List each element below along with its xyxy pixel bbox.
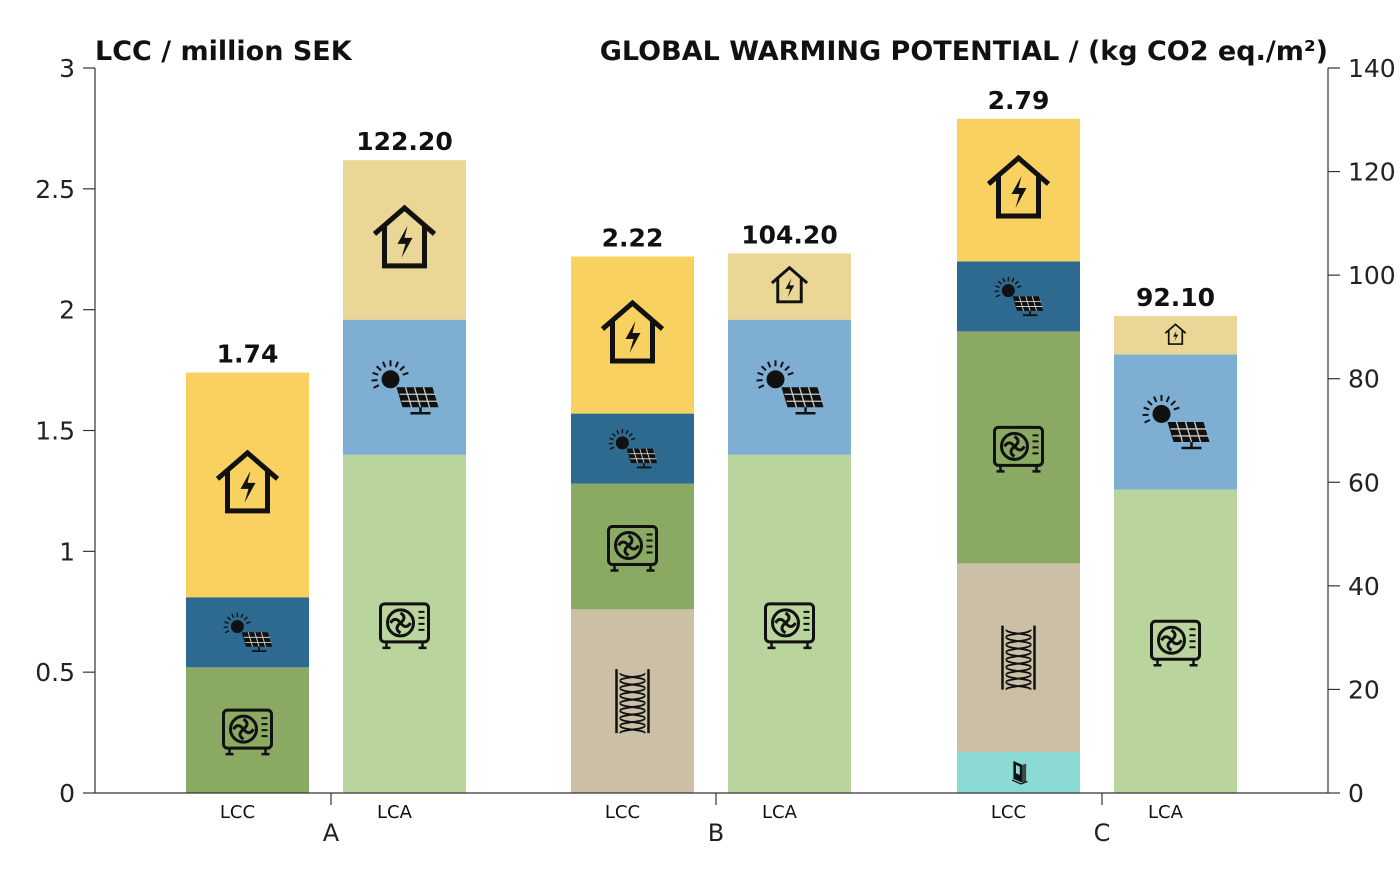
group-label: C	[1094, 819, 1111, 847]
right-tick-label: 120	[1348, 158, 1396, 187]
bar-type-label: LCC	[220, 802, 255, 823]
insulation-icon	[615, 669, 650, 735]
heat-pump-icon	[222, 708, 273, 756]
left-tick-label: 0	[59, 779, 75, 808]
solar-panel-icon	[756, 360, 824, 415]
window-icon	[1011, 760, 1028, 785]
right-tick-label: 20	[1348, 675, 1380, 704]
bar-total-label: 122.20	[356, 127, 452, 156]
group-label: B	[708, 819, 724, 847]
solar-panel-icon	[371, 360, 439, 415]
solar-panel-icon	[994, 276, 1044, 317]
group-label: A	[323, 819, 340, 847]
bar-c-lca: 92.10 LCA	[1114, 283, 1237, 823]
right-tick-label: 60	[1348, 468, 1380, 497]
bar-c-lcc: 2.79 LCC	[957, 86, 1080, 823]
bar-segment-heat-pump	[1114, 489, 1237, 793]
bar-total-label: 2.22	[602, 224, 664, 253]
bar-segment-pv	[728, 319, 851, 455]
solar-panel-icon	[608, 429, 658, 469]
bar-total-label: 2.79	[988, 86, 1050, 115]
bars-layer: 1.74 LCC 122.20 LCA 2.22 LCC 104.20 LCA 2.79 LCC 9…	[186, 86, 1237, 823]
right-tick-label: 100	[1348, 261, 1396, 290]
left-tick-label: 2	[59, 296, 75, 325]
bar-segment-insulation	[957, 563, 1080, 752]
bar-segment-pv	[186, 597, 309, 668]
heat-pump-icon	[993, 425, 1044, 473]
house-electricity-icon	[600, 299, 665, 364]
bar-type-label: LCC	[605, 802, 640, 823]
bar-b-lcc: 2.22 LCC	[571, 224, 694, 823]
left-tick-label: 2.5	[35, 175, 75, 204]
bar-type-label: LCA	[377, 802, 413, 823]
house-electricity-icon	[770, 265, 809, 304]
insulation-icon	[1001, 625, 1036, 691]
left-tick-label: 1	[59, 537, 75, 566]
heat-pump-icon	[1150, 619, 1201, 667]
axes-layer: 0 0.5 1 1.5 2 2.5 3 0 20 40 60 80 100 120 140 A B C	[35, 54, 1395, 847]
bar-type-label: LCA	[1148, 802, 1184, 823]
bar-segment-heat-pump	[957, 331, 1080, 564]
bar-segment-pv	[343, 319, 466, 455]
left-axis-title: LCC / million SEK	[95, 36, 353, 67]
right-tick-label: 140	[1348, 54, 1396, 83]
bar-type-label: LCA	[762, 802, 798, 823]
heat-pump-icon	[764, 602, 815, 650]
left-tick-label: 3	[59, 54, 75, 83]
right-tick-label: 40	[1348, 572, 1380, 601]
bar-segment-heat-pump	[343, 454, 466, 793]
right-tick-label: 0	[1348, 779, 1364, 808]
bar-segment-heat-pump	[186, 667, 309, 793]
solar-panel-icon	[223, 612, 273, 653]
house-electricity-icon	[372, 204, 437, 269]
bar-total-label: 104.20	[741, 220, 837, 249]
house-electricity-icon	[215, 449, 280, 514]
bar-segment-heat-pump	[571, 483, 694, 610]
solar-panel-icon	[1142, 394, 1210, 450]
house-electricity-icon	[986, 154, 1051, 219]
bar-segment-insulation	[571, 609, 694, 793]
bar-segment-heat-pump	[728, 454, 851, 793]
bar-total-label: 92.10	[1136, 283, 1215, 312]
bar-total-label: 1.74	[217, 340, 279, 369]
right-tick-label: 80	[1348, 365, 1380, 394]
heat-pump-icon	[607, 525, 658, 572]
left-tick-label: 1.5	[35, 417, 75, 446]
bar-b-lca: 104.20 LCA	[728, 220, 851, 823]
bar-a-lca: 122.20 LCA	[343, 127, 466, 823]
right-axis-title: GLOBAL WARMING POTENTIAL / (kg CO2 eq./m…	[600, 36, 1328, 67]
left-tick-label: 0.5	[35, 658, 75, 687]
bar-type-label: LCC	[991, 802, 1026, 823]
bar-a-lcc: 1.74 LCC	[186, 340, 309, 823]
house-electricity-icon	[1164, 323, 1187, 345]
heat-pump-icon	[379, 602, 430, 650]
